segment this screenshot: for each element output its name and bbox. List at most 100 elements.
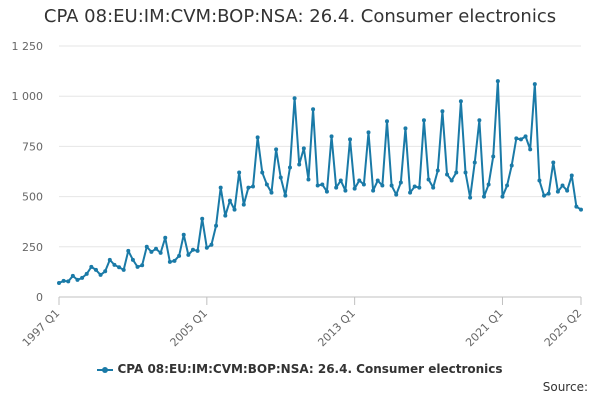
data-point[interactable] [348, 137, 353, 142]
data-point[interactable] [172, 258, 177, 263]
data-point[interactable] [84, 271, 89, 276]
data-point[interactable] [75, 277, 80, 282]
data-point[interactable] [255, 135, 260, 140]
data-point[interactable] [569, 173, 574, 178]
data-point[interactable] [144, 244, 149, 249]
data-point[interactable] [454, 170, 459, 175]
data-point[interactable] [468, 195, 473, 200]
data-point[interactable] [565, 188, 570, 193]
data-point[interactable] [200, 216, 205, 221]
data-point[interactable] [204, 245, 209, 250]
data-point[interactable] [117, 265, 122, 270]
data-point[interactable] [546, 191, 551, 196]
data-point[interactable] [264, 182, 269, 187]
data-point[interactable] [190, 247, 195, 252]
data-point[interactable] [472, 160, 477, 165]
data-point[interactable] [260, 170, 265, 175]
data-point[interactable] [412, 184, 417, 189]
data-point[interactable] [380, 183, 385, 188]
data-point[interactable] [181, 232, 186, 237]
data-point[interactable] [167, 259, 172, 264]
data-point[interactable] [523, 134, 528, 139]
data-point[interactable] [283, 193, 288, 198]
data-point[interactable] [80, 275, 85, 280]
data-point[interactable] [130, 257, 135, 262]
data-point[interactable] [251, 184, 256, 189]
data-point[interactable] [301, 146, 306, 151]
data-point[interactable] [528, 147, 533, 152]
data-point[interactable] [274, 147, 279, 152]
data-point[interactable] [61, 278, 66, 283]
data-point[interactable] [320, 182, 325, 187]
data-point[interactable] [514, 136, 519, 141]
data-point[interactable] [426, 177, 431, 182]
data-point[interactable] [158, 250, 163, 255]
data-point[interactable] [384, 119, 389, 124]
data-point[interactable] [371, 188, 376, 193]
data-point[interactable] [311, 107, 316, 112]
data-point[interactable] [421, 118, 426, 123]
data-point[interactable] [334, 185, 339, 190]
data-point[interactable] [315, 183, 320, 188]
data-point[interactable] [394, 192, 399, 197]
data-point[interactable] [287, 165, 292, 170]
data-point[interactable] [352, 186, 357, 191]
data-point[interactable] [89, 264, 94, 269]
data-point[interactable] [135, 264, 140, 269]
data-point[interactable] [241, 202, 246, 207]
data-point[interactable] [195, 248, 200, 253]
data-point[interactable] [463, 170, 468, 175]
data-point[interactable] [306, 177, 311, 182]
data-point[interactable] [232, 207, 237, 212]
data-point[interactable] [237, 170, 242, 175]
data-point[interactable] [486, 182, 491, 187]
data-point[interactable] [361, 182, 366, 187]
data-point[interactable] [408, 190, 413, 195]
data-point[interactable] [329, 134, 334, 139]
data-point[interactable] [103, 269, 108, 274]
data-point[interactable] [375, 178, 380, 183]
data-point[interactable] [542, 193, 547, 198]
data-point[interactable] [163, 235, 168, 240]
data-point[interactable] [458, 99, 463, 104]
data-point[interactable] [177, 253, 182, 258]
data-point[interactable] [338, 178, 343, 183]
data-point[interactable] [98, 272, 103, 277]
data-point[interactable] [445, 172, 450, 177]
data-point[interactable] [278, 175, 283, 180]
data-point[interactable] [343, 188, 348, 193]
data-point[interactable] [140, 263, 145, 268]
data-point[interactable] [292, 96, 297, 101]
data-point[interactable] [477, 118, 482, 123]
data-point[interactable] [509, 163, 514, 168]
data-point[interactable] [121, 267, 126, 272]
data-point[interactable] [551, 160, 556, 165]
data-point[interactable] [389, 183, 394, 188]
data-point[interactable] [495, 79, 500, 84]
data-point[interactable] [431, 185, 436, 190]
data-point[interactable] [560, 183, 565, 188]
data-point[interactable] [481, 194, 486, 199]
data-point[interactable] [227, 198, 232, 203]
data-point[interactable] [70, 273, 75, 278]
data-point[interactable] [518, 137, 523, 142]
data-point[interactable] [324, 189, 329, 194]
data-point[interactable] [491, 154, 496, 159]
data-point[interactable] [269, 190, 274, 195]
data-point[interactable] [440, 109, 445, 114]
data-point[interactable] [126, 248, 131, 253]
data-point[interactable] [154, 246, 159, 251]
data-point[interactable] [93, 267, 98, 272]
data-point[interactable] [403, 126, 408, 131]
data-point[interactable] [107, 257, 112, 262]
data-point[interactable] [357, 178, 362, 183]
data-point[interactable] [555, 189, 560, 194]
data-point[interactable] [537, 178, 542, 183]
data-point[interactable] [449, 178, 454, 183]
data-point[interactable] [417, 185, 422, 190]
data-point[interactable] [574, 204, 579, 209]
data-point[interactable] [505, 183, 510, 188]
data-point[interactable] [209, 242, 214, 247]
data-point[interactable] [149, 249, 154, 254]
data-point[interactable] [435, 168, 440, 173]
